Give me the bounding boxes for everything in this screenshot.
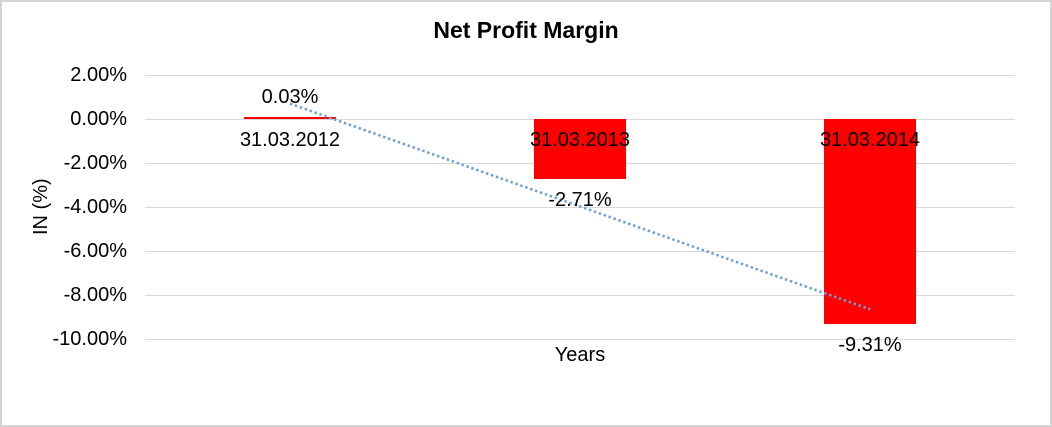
y-tick-label: -2.00%	[63, 152, 127, 174]
bar-category-label: 31.03.2014	[819, 129, 921, 151]
x-axis-title: Years	[554, 344, 606, 366]
y-tick-label: 2.00%	[70, 64, 127, 86]
trendline-segment	[289, 102, 871, 311]
trendline	[289, 102, 871, 311]
y-tick-label: 0.00%	[70, 108, 127, 130]
gridline	[145, 338, 1015, 340]
bar-value-label: 0.03%	[261, 86, 319, 108]
plot-area: 31.03.2012 0.03% 31.03.2013 -2.71% 31.03.201…	[145, 74, 1015, 356]
bar	[244, 117, 336, 119]
chart-title: Net Profit Margin	[433, 17, 619, 43]
bar	[824, 119, 916, 324]
y-tick-label: -4.00%	[63, 196, 127, 218]
gridline	[145, 250, 1015, 252]
gridline	[145, 294, 1015, 296]
y-tick-label: -8.00%	[63, 284, 127, 306]
bar-value-label: -2.71%	[548, 188, 612, 211]
bar-category-label: 31.03.2012	[239, 129, 341, 151]
bar	[534, 119, 626, 179]
y-tick-label: -10.00%	[52, 328, 128, 350]
bar-value-label: -9.31%	[838, 333, 902, 356]
y-tick-label: -6.00%	[63, 240, 127, 262]
gridline	[145, 74, 1015, 76]
bar-category-label: 31.03.2013	[529, 129, 631, 151]
